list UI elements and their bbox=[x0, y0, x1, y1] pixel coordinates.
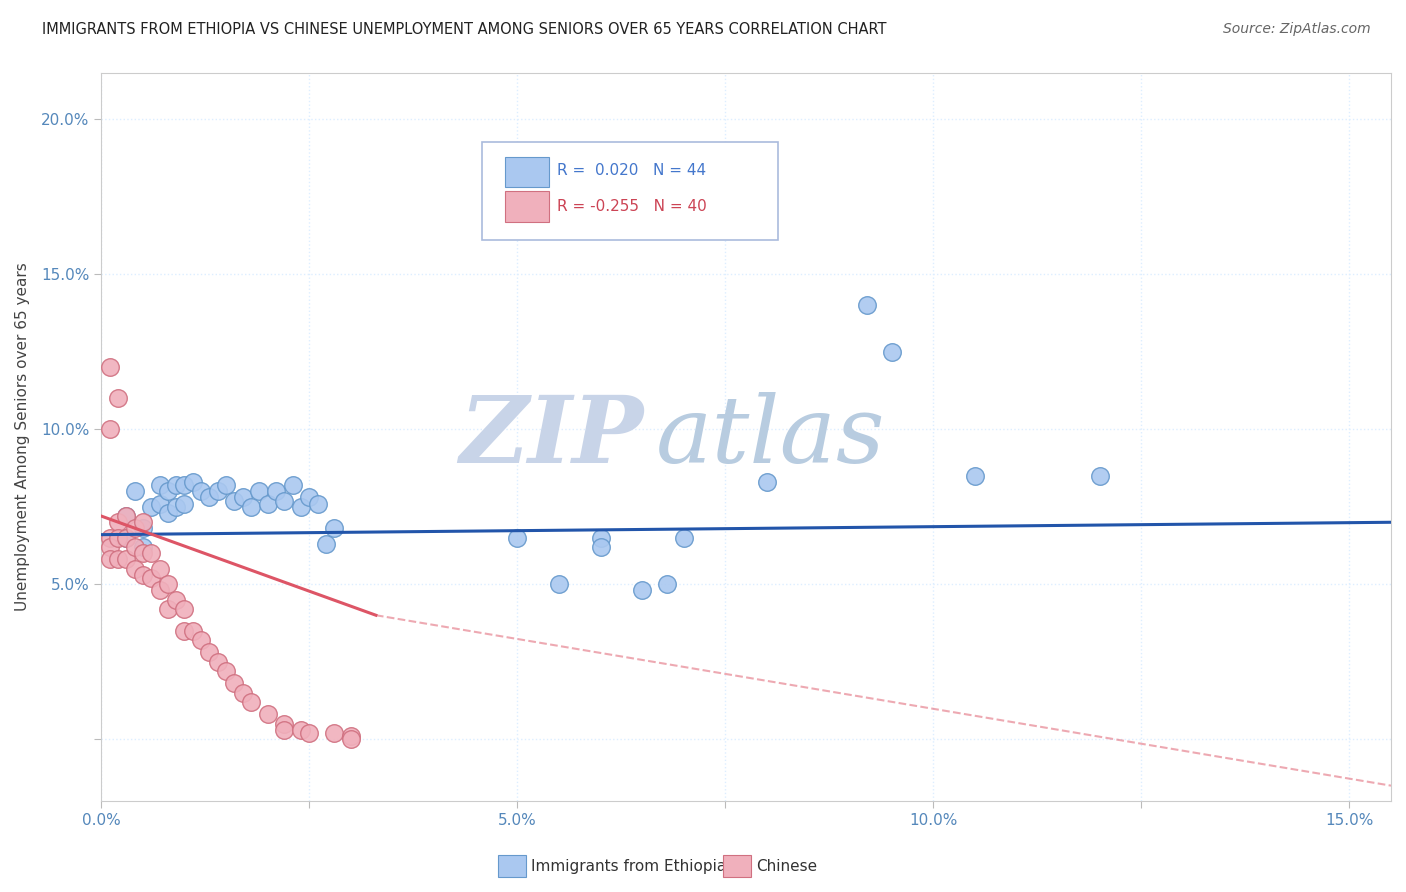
Point bbox=[107, 531, 129, 545]
Point bbox=[506, 531, 529, 545]
Point bbox=[181, 475, 204, 489]
Point bbox=[98, 531, 121, 545]
Point bbox=[256, 497, 278, 511]
Point bbox=[98, 552, 121, 566]
Text: R =  0.020   N = 44: R = 0.020 N = 44 bbox=[557, 163, 706, 178]
Point bbox=[855, 298, 877, 312]
Point bbox=[98, 540, 121, 554]
Text: atlas: atlas bbox=[655, 392, 886, 482]
Point bbox=[264, 484, 287, 499]
Point bbox=[273, 493, 295, 508]
Point bbox=[173, 497, 195, 511]
Text: ZIP: ZIP bbox=[458, 392, 643, 482]
Point bbox=[323, 726, 346, 740]
Point bbox=[173, 478, 195, 492]
Point bbox=[141, 571, 163, 585]
Point bbox=[215, 478, 238, 492]
FancyBboxPatch shape bbox=[482, 142, 779, 241]
Point bbox=[323, 521, 346, 535]
Point bbox=[115, 509, 138, 524]
Point bbox=[156, 484, 179, 499]
Point bbox=[124, 562, 146, 576]
Point bbox=[298, 726, 321, 740]
Point bbox=[190, 633, 212, 648]
Text: Chinese: Chinese bbox=[756, 859, 817, 873]
Point bbox=[1088, 468, 1111, 483]
Point bbox=[115, 552, 138, 566]
Point bbox=[273, 723, 295, 737]
Point bbox=[281, 478, 304, 492]
Y-axis label: Unemployment Among Seniors over 65 years: Unemployment Among Seniors over 65 years bbox=[15, 262, 30, 611]
Point bbox=[198, 645, 221, 659]
Point bbox=[224, 493, 246, 508]
Point bbox=[224, 676, 246, 690]
Point bbox=[165, 592, 187, 607]
Point bbox=[165, 478, 187, 492]
Point bbox=[247, 484, 270, 499]
Point bbox=[631, 583, 654, 598]
Point bbox=[240, 500, 263, 514]
Point bbox=[107, 392, 129, 406]
Text: IMMIGRANTS FROM ETHIOPIA VS CHINESE UNEMPLOYMENT AMONG SENIORS OVER 65 YEARS COR: IMMIGRANTS FROM ETHIOPIA VS CHINESE UNEM… bbox=[42, 22, 887, 37]
Point bbox=[340, 732, 363, 747]
Point bbox=[132, 521, 155, 535]
FancyBboxPatch shape bbox=[505, 157, 548, 187]
Point bbox=[148, 478, 170, 492]
Text: R = -0.255   N = 40: R = -0.255 N = 40 bbox=[557, 199, 706, 214]
Point bbox=[124, 521, 146, 535]
Text: Immigrants from Ethiopia: Immigrants from Ethiopia bbox=[531, 859, 727, 873]
Point bbox=[290, 500, 312, 514]
Point bbox=[672, 531, 695, 545]
Point bbox=[156, 602, 179, 616]
Point bbox=[298, 491, 321, 505]
Point bbox=[115, 509, 138, 524]
Point bbox=[141, 546, 163, 560]
Point bbox=[273, 716, 295, 731]
Point bbox=[340, 729, 363, 743]
FancyBboxPatch shape bbox=[505, 191, 548, 221]
Point bbox=[548, 577, 571, 591]
Point bbox=[232, 686, 254, 700]
Point bbox=[256, 707, 278, 722]
Point bbox=[198, 491, 221, 505]
Point bbox=[124, 484, 146, 499]
Point bbox=[207, 484, 229, 499]
Point bbox=[156, 506, 179, 520]
Point bbox=[181, 624, 204, 638]
Text: Source: ZipAtlas.com: Source: ZipAtlas.com bbox=[1223, 22, 1371, 37]
Point bbox=[240, 695, 263, 709]
Point bbox=[115, 531, 138, 545]
Point bbox=[589, 531, 612, 545]
Point bbox=[207, 655, 229, 669]
Point bbox=[173, 624, 195, 638]
Point bbox=[173, 602, 195, 616]
Point bbox=[124, 540, 146, 554]
Point bbox=[190, 484, 212, 499]
Point bbox=[141, 500, 163, 514]
Point bbox=[132, 568, 155, 582]
Point bbox=[132, 546, 155, 560]
Point bbox=[315, 537, 337, 551]
Point bbox=[165, 500, 187, 514]
Point bbox=[755, 475, 778, 489]
Point bbox=[307, 497, 329, 511]
Point bbox=[115, 531, 138, 545]
Point bbox=[98, 422, 121, 436]
Point bbox=[132, 516, 155, 530]
Point bbox=[290, 723, 312, 737]
Point bbox=[148, 583, 170, 598]
Point bbox=[655, 577, 678, 591]
Point bbox=[148, 562, 170, 576]
Point bbox=[156, 577, 179, 591]
Point bbox=[215, 664, 238, 678]
Point bbox=[589, 540, 612, 554]
Point bbox=[132, 540, 155, 554]
Point bbox=[107, 552, 129, 566]
Point bbox=[232, 491, 254, 505]
Point bbox=[107, 516, 129, 530]
Point bbox=[880, 344, 903, 359]
Point bbox=[148, 497, 170, 511]
Point bbox=[98, 360, 121, 375]
Point bbox=[963, 468, 986, 483]
